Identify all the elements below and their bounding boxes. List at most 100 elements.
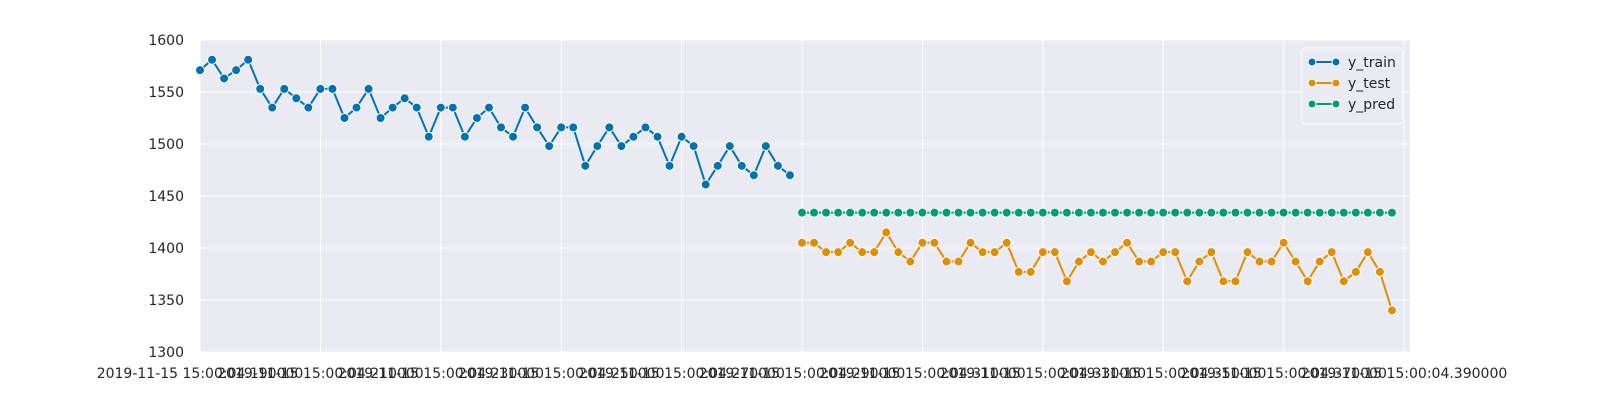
data-point-y_test [1073,256,1084,267]
data-point-y_test [1386,305,1397,316]
data-point-y_train [351,102,362,113]
data-point-y_test [821,247,832,258]
data-point-y_pred [1206,207,1217,218]
data-point-y_pred [929,207,940,218]
data-point-y_train [339,113,350,123]
data-point-y_pred [845,207,856,218]
data-point-y_test [893,247,904,258]
data-point-y_test [845,237,856,248]
data-point-y_train [363,83,374,94]
data-point-y_pred [893,207,904,218]
data-point-y_pred [1182,207,1193,218]
data-point-y_train [435,102,446,113]
data-point-y_test [1013,266,1024,277]
data-point-y_test [1170,247,1181,258]
data-point-y_pred [1001,207,1012,218]
y-tick-label: 1350 [148,293,184,309]
data-point-y_pred [881,207,892,218]
legend-marker-y_test [1307,78,1317,88]
x-tick-label: 2019-11-15 15:00:04.310000 [819,366,1026,382]
data-point-y_pred [1326,207,1337,218]
series-layer [195,54,1397,316]
data-point-y_test [833,247,844,258]
data-point-y_pred [1061,207,1072,218]
data-point-y_test [1338,276,1349,287]
data-point-y_pred [917,207,928,218]
data-point-y_test [881,227,892,238]
data-point-y_test [1110,247,1121,258]
series-y_pred [796,207,1397,218]
data-point-y_pred [1158,207,1169,218]
data-point-y_test [1122,237,1133,248]
data-point-y_pred [1338,207,1349,218]
data-point-y_test [1146,256,1157,267]
data-point-y_pred [1314,207,1325,218]
data-point-y_train [387,102,398,113]
data-point-y_train [736,160,747,171]
x-tick-label: 2019-11-15 15:00:04.350000 [1060,366,1267,382]
data-point-y_pred [1218,207,1229,218]
data-point-y_train [664,160,675,171]
data-point-y_pred [965,207,976,218]
data-point-y_train [688,141,699,152]
data-point-y_train [207,54,218,65]
data-point-y_test [1266,256,1277,267]
data-point-y_test [1362,247,1373,258]
data-point-y_pred [989,207,1000,218]
legend-marker-y_test [1331,78,1341,88]
data-point-y_test [857,247,868,258]
data-point-y_pred [1266,207,1277,218]
data-point-y_train [327,83,338,94]
data-point-y_pred [1350,207,1361,218]
data-point-y_train [592,141,603,152]
data-point-y_test [953,256,964,267]
data-point-y_test [1278,237,1289,248]
data-point-y_train [760,141,771,152]
data-point-y_test [1302,276,1313,287]
data-point-y_test [989,247,1000,258]
data-point-y_train [303,102,314,113]
data-point-y_train [772,160,783,171]
x-tick-label: 2019-11-15 15:00:04.290000 [699,366,906,382]
series-y_train [195,54,795,190]
data-point-y_train [315,83,326,94]
data-point-y_pred [1097,207,1108,218]
legend-marker-y_pred [1331,99,1341,109]
axis-labels: 1300 1350 1400 1450 1500 1550 1600 2019-11-15 1… [97,33,1508,382]
data-point-y_train [652,131,663,142]
data-point-y_train [447,102,458,113]
data-point-y_train [483,102,494,113]
x-tick-label: 2019-11-15 15:00:04.390000 [1301,366,1508,382]
data-point-y_train [231,65,242,76]
data-point-y_pred [1013,207,1024,218]
data-point-y_train [423,131,434,142]
data-point-y_train [243,54,254,65]
legend-marker-y_train [1307,57,1317,67]
data-point-y_test [1290,256,1301,267]
data-point-y_pred [821,207,832,218]
data-point-y_pred [1073,207,1084,218]
y-tick-label: 1300 [148,345,184,361]
data-point-y_test [1134,256,1145,267]
data-point-y_test [1254,256,1265,267]
data-point-y_pred [1278,207,1289,218]
data-point-y_test [1374,266,1385,277]
x-tick-label: 2019-11-15 15:00:04.190000 [97,366,304,382]
data-point-y_train [724,141,735,152]
data-point-y_test [1326,247,1337,258]
data-point-y_pred [1037,207,1048,218]
data-point-y_test [1230,276,1241,287]
data-point-y_test [977,247,988,258]
data-point-y_train [399,93,410,104]
data-point-y_pred [1049,207,1060,218]
y-tick-label: 1500 [148,137,184,153]
data-point-y_test [869,247,880,258]
x-tick-label: 2019-11-15 15:00:04.270000 [578,366,785,382]
data-point-y_pred [1290,207,1301,218]
data-point-y_pred [1230,207,1241,218]
data-point-y_train [616,141,627,152]
data-point-y_test [1218,276,1229,287]
data-point-y_pred [977,207,988,218]
data-point-y_test [1085,247,1096,258]
